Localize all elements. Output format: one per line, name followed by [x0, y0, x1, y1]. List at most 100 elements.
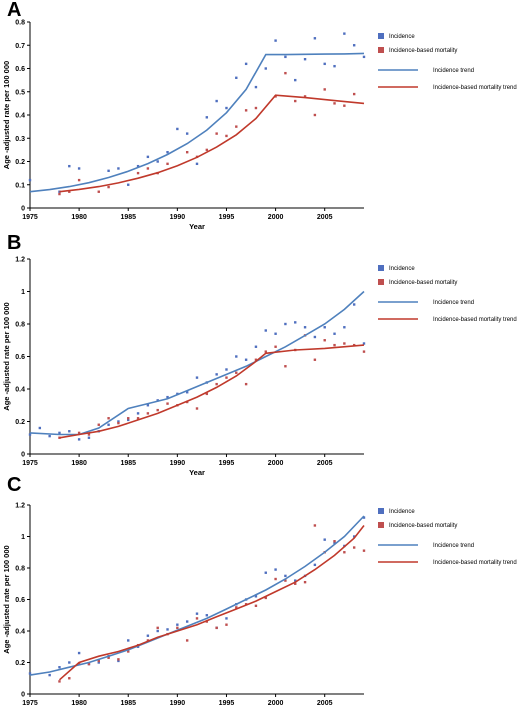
legend-label: Incidence	[389, 34, 415, 40]
data-point	[117, 420, 120, 423]
y-tick-label: 0.2	[15, 419, 25, 426]
data-point	[205, 392, 209, 396]
y-axis-label: Age -adjusted rate per 100 000	[2, 545, 11, 653]
data-point	[117, 659, 120, 663]
series-incidence	[28, 303, 366, 441]
data-point	[107, 169, 110, 172]
data-point	[97, 659, 100, 663]
data-point	[352, 303, 356, 306]
series-incidence-trend	[29, 515, 365, 676]
data-point	[166, 151, 169, 154]
data-point	[176, 626, 179, 630]
x-tick-label: 2005	[317, 460, 333, 467]
data-point	[166, 628, 169, 631]
chart-panel-a: 0 0.1 0.2 0.3 0.4 0.5 0.6 0.7 0.8 1975 1980 1985 199…	[2, 20, 517, 232]
x-tick-label: 2000	[268, 214, 284, 221]
data-point	[127, 639, 130, 642]
y-tick-label: 0.8	[15, 322, 25, 329]
data-point	[323, 326, 326, 329]
data-point	[323, 62, 326, 66]
data-point	[166, 402, 169, 405]
data-point	[343, 104, 346, 107]
data-point	[58, 431, 61, 435]
data-point	[97, 661, 100, 664]
legend-swatch	[378, 47, 384, 53]
data-point	[127, 183, 130, 186]
data-point	[146, 167, 150, 170]
data-point	[225, 106, 228, 110]
chart-panel-c: 0 0.2 0.4 0.6 0.8 1 1.2 1975 1980 1985 1990 1995 200…	[2, 503, 517, 714]
data-point	[323, 339, 326, 342]
trend-line	[59, 94, 365, 193]
series-incidence	[28, 32, 366, 193]
legend-label: Incidence-based mortality	[389, 523, 457, 529]
series-incidence-based-mortality-trend	[59, 344, 365, 439]
y-tick-label: 0.4	[15, 629, 25, 636]
data-point	[274, 345, 277, 348]
data-point	[352, 535, 356, 538]
series-incidence-based-mortality	[58, 524, 366, 683]
x-tick-label: 1990	[170, 214, 186, 221]
data-point	[294, 78, 297, 82]
data-point	[146, 412, 150, 415]
data-point	[38, 426, 42, 430]
data-point	[303, 58, 307, 61]
y-tick-label: 0.5	[15, 89, 25, 96]
y-tick-label: 1.2	[15, 503, 25, 510]
data-point	[284, 55, 287, 59]
y-axis-label: Age -adjusted rate per 100 000	[2, 302, 11, 410]
data-point	[156, 629, 159, 633]
legend-label: Incidence-based mortality trend	[433, 317, 517, 323]
series-incidence-based-mortality-trend	[58, 525, 365, 681]
legend-label: Incidence-based mortality trend	[433, 85, 517, 91]
data-point	[254, 358, 258, 361]
x-tick-label: 1975	[22, 214, 38, 221]
data-point	[117, 658, 120, 661]
data-point	[87, 433, 91, 436]
data-point	[156, 160, 159, 163]
chart-panel-b: 0 0.2 0.4 0.6 0.8 1 1.2 1975 1980 1985 1990 1995 200…	[2, 257, 517, 478]
data-point	[284, 574, 287, 578]
x-tick-label: 1995	[219, 460, 235, 467]
data-point	[313, 37, 317, 40]
data-point	[254, 85, 258, 89]
data-point	[166, 395, 169, 399]
data-point	[235, 371, 238, 374]
data-point	[362, 350, 366, 353]
data-point	[48, 434, 51, 438]
data-point	[107, 185, 110, 189]
y-tick-label: 0.8	[15, 566, 25, 573]
data-point	[58, 666, 61, 669]
x-tick-label: 1990	[170, 700, 186, 707]
data-point	[195, 407, 199, 410]
trend-line	[58, 525, 365, 681]
panel-label-c: C	[7, 474, 22, 496]
data-point	[77, 167, 81, 170]
data-point	[58, 680, 61, 683]
data-point	[107, 417, 110, 420]
data-point	[28, 672, 32, 675]
data-point	[323, 538, 326, 541]
data-point	[58, 436, 61, 439]
panel-label-a: A	[7, 0, 22, 21]
x-tick-label: 1975	[22, 460, 38, 467]
data-point	[244, 382, 248, 386]
data-point	[294, 99, 297, 103]
data-point	[264, 571, 267, 574]
data-point	[195, 617, 199, 620]
legend-label: Incidence trend	[433, 68, 474, 74]
data-point	[185, 639, 189, 642]
legend-swatch	[378, 33, 384, 39]
data-point	[235, 355, 238, 358]
series-incidence-based-mortality	[58, 334, 366, 439]
x-axis-label: Year	[189, 222, 205, 231]
data-point	[117, 421, 120, 425]
data-point	[225, 134, 228, 138]
data-point	[136, 417, 140, 420]
x-tick-label: 2005	[317, 700, 333, 707]
data-point	[146, 404, 150, 407]
data-point	[313, 563, 317, 567]
data-point	[68, 190, 71, 193]
data-point	[225, 623, 228, 626]
data-point	[127, 650, 130, 653]
